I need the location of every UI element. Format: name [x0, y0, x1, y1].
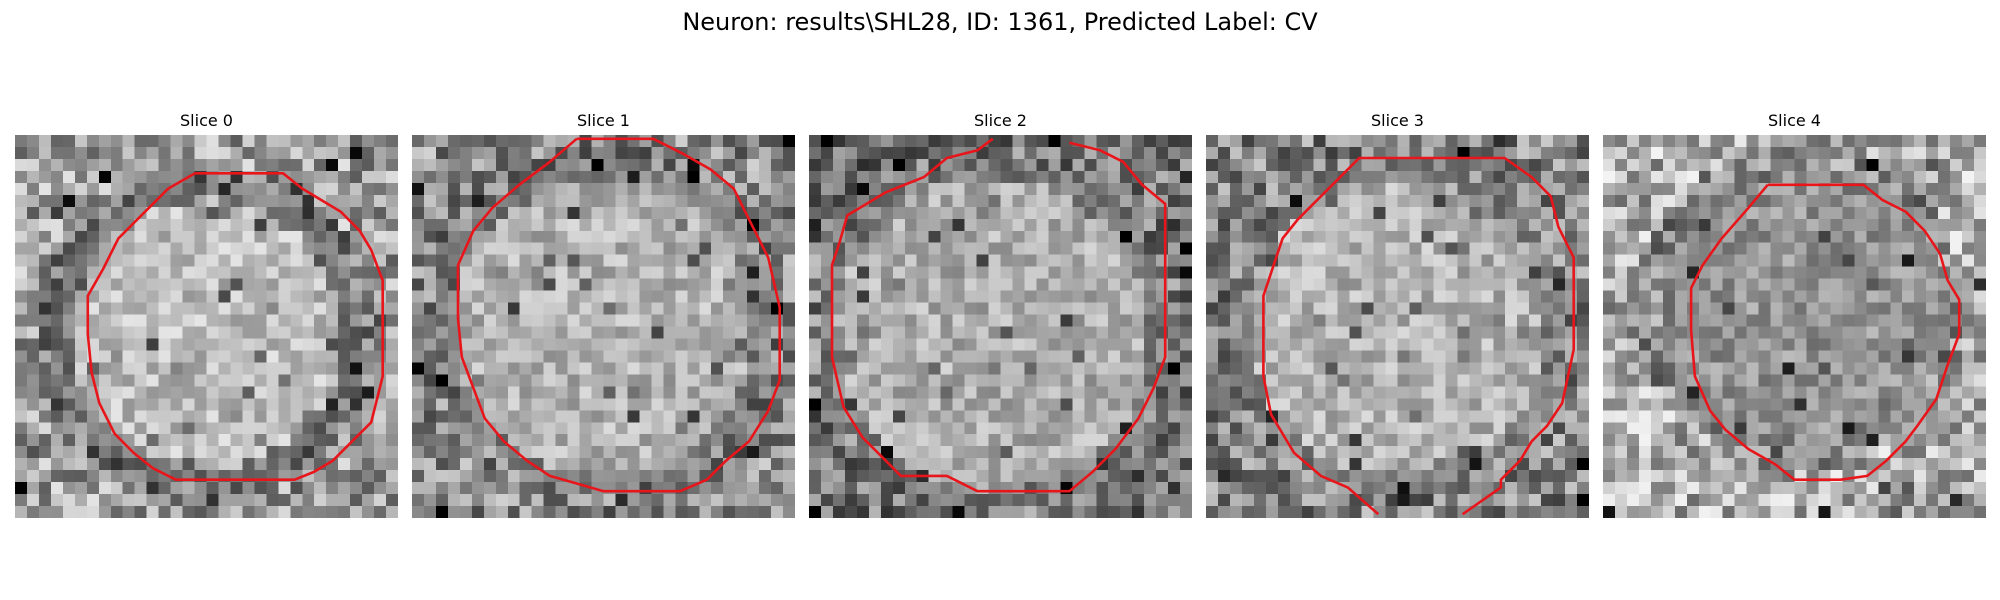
image-pixels — [15, 135, 398, 518]
segmentation-contour — [456, 137, 782, 493]
slice-image — [1603, 135, 1986, 518]
slice-panel-4: Slice 4 — [1603, 108, 1986, 518]
slice-panel-0: Slice 0 — [15, 108, 398, 518]
slice-panel-2: Slice 2 — [809, 108, 1192, 518]
slice-title: Slice 3 — [1371, 111, 1424, 130]
slice-image — [412, 135, 795, 518]
segmentation-contour — [1262, 156, 1576, 516]
image-pixels — [809, 135, 1192, 518]
slice-image — [15, 135, 398, 518]
slice-panel-1: Slice 1 — [412, 108, 795, 518]
image-pixels — [412, 135, 795, 518]
slice-title: Slice 1 — [577, 111, 630, 130]
slice-image — [809, 135, 1192, 518]
segmentation-contour — [86, 171, 385, 482]
slice-title: Slice 0 — [180, 111, 233, 130]
slice-image — [1206, 135, 1589, 518]
slice-title: Slice 2 — [974, 111, 1027, 130]
slice-title: Slice 4 — [1768, 111, 1821, 130]
figure-title: Neuron: results\SHL28, ID: 1361, Predict… — [682, 8, 1318, 36]
image-pixels — [1206, 135, 1589, 518]
slice-panel-3: Slice 3 — [1206, 108, 1589, 518]
image-pixels — [1603, 135, 1986, 518]
segmentation-contour — [830, 137, 1167, 493]
segmentation-contour — [1689, 183, 1961, 482]
